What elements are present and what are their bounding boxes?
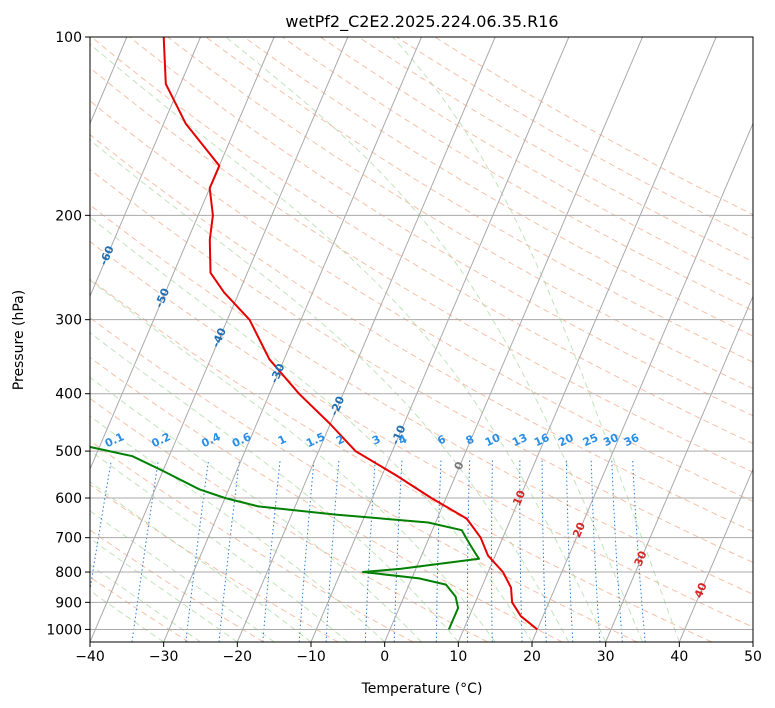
mixing-ratio-label: 25 [581, 431, 600, 449]
isotherm-line [605, 295, 753, 642]
line-labels: -100-90-80-70-60-50-40-30-20-10010203040… [97, 244, 710, 600]
isotherm-line [457, 37, 717, 642]
isotherm-line [678, 467, 753, 642]
moist-adiabat [90, 564, 201, 642]
moist-adiabat [90, 139, 570, 642]
y-tick-label: 200 [55, 208, 82, 224]
mixing-ratio-label: 13 [510, 431, 529, 449]
x-tick-label: −10 [296, 649, 326, 665]
y-axis-ticks: 100 200 300 400 500 600 700 800 900 1000 [46, 30, 90, 638]
y-tick-label: 100 [55, 30, 82, 46]
dry-adiabat [90, 67, 753, 473]
x-tick-label: −20 [223, 649, 253, 665]
isotherm-label: 10 [510, 488, 528, 507]
profile-line [162, 37, 538, 631]
dry-adiabat [243, 37, 753, 337]
x-axis-ticks: −40 −30 −20 −10 0 10 20 30 40 50 [75, 642, 762, 665]
dry-adiabat [90, 317, 638, 642]
x-tick-label: 50 [744, 649, 762, 665]
isotherm-line [310, 37, 570, 642]
y-tick-label: 700 [55, 531, 82, 547]
isotherm-line [163, 37, 422, 642]
mixing-ratio-label: 10 [483, 431, 503, 449]
isotherm-line [384, 37, 643, 642]
moist-adiabat [90, 216, 533, 642]
dry-adiabat [90, 440, 414, 642]
x-tick-label: 30 [597, 649, 615, 665]
plot-frame [89, 36, 754, 643]
mixing-ratio-label: 20 [556, 431, 576, 449]
profile-line [90, 445, 480, 630]
dry-adiabat [167, 37, 753, 390]
mixing-ratio-label: 30 [601, 431, 621, 449]
grid-lines [90, 37, 753, 642]
x-axis-label: Temperature (°C) [361, 681, 483, 697]
x-tick-label: 10 [449, 649, 467, 665]
x-tick-label: −40 [75, 649, 105, 665]
moist-adiabat [90, 415, 386, 642]
moist-adiabat [90, 332, 459, 642]
isotherm-line [90, 37, 201, 298]
moist-adiabat [90, 481, 312, 642]
dry-adiabat [205, 37, 753, 363]
background-lines [90, 37, 753, 642]
isotherm-label: 20 [570, 520, 588, 539]
chart-title: wetPf2_C2E2.2025.224.06.35.R16 [285, 12, 558, 32]
mixing-ratio-label: 16 [532, 431, 552, 449]
x-tick-label: 40 [670, 649, 688, 665]
dry-adiabat [90, 356, 563, 642]
y-tick-label: 300 [55, 313, 82, 329]
moist-adiabat [90, 537, 238, 642]
isotherm-line [90, 37, 349, 642]
isotherm-line [236, 37, 496, 642]
mixing-ratio-label: 36 [622, 431, 642, 449]
y-tick-label: 400 [55, 387, 82, 403]
y-tick-label: 900 [55, 595, 82, 611]
moist-adiabat [392, 37, 680, 642]
profile-series [90, 37, 538, 631]
dry-adiabat [91, 37, 753, 445]
isotherm-label: 30 [632, 549, 650, 568]
moist-adiabat [225, 37, 643, 642]
moist-adiabat [90, 279, 496, 642]
y-axis-label: Pressure (hPa) [11, 290, 27, 390]
dry-adiabat [90, 134, 753, 533]
isotherm-label: 40 [692, 580, 710, 599]
mixing-ratio-line [218, 460, 240, 642]
dry-adiabat [90, 168, 753, 564]
mixing-ratio-line [90, 460, 112, 593]
moist-adiabat [90, 510, 275, 642]
mixing-ratio-line [131, 460, 159, 642]
dry-adiabat [90, 204, 753, 595]
dry-adiabat [90, 240, 753, 628]
x-tick-label: −30 [149, 649, 179, 665]
moist-adiabat [90, 43, 607, 642]
x-tick-label: 0 [380, 649, 389, 665]
isotherm-line [90, 37, 275, 471]
y-tick-label: 1000 [46, 622, 82, 638]
moist-adiabat [90, 590, 164, 642]
x-tick-label: 20 [523, 649, 541, 665]
isotherm-line [531, 122, 753, 642]
y-tick-label: 500 [55, 444, 82, 460]
y-tick-label: 800 [55, 565, 82, 581]
y-tick-label: 600 [55, 491, 82, 507]
dry-adiabat [129, 37, 753, 417]
